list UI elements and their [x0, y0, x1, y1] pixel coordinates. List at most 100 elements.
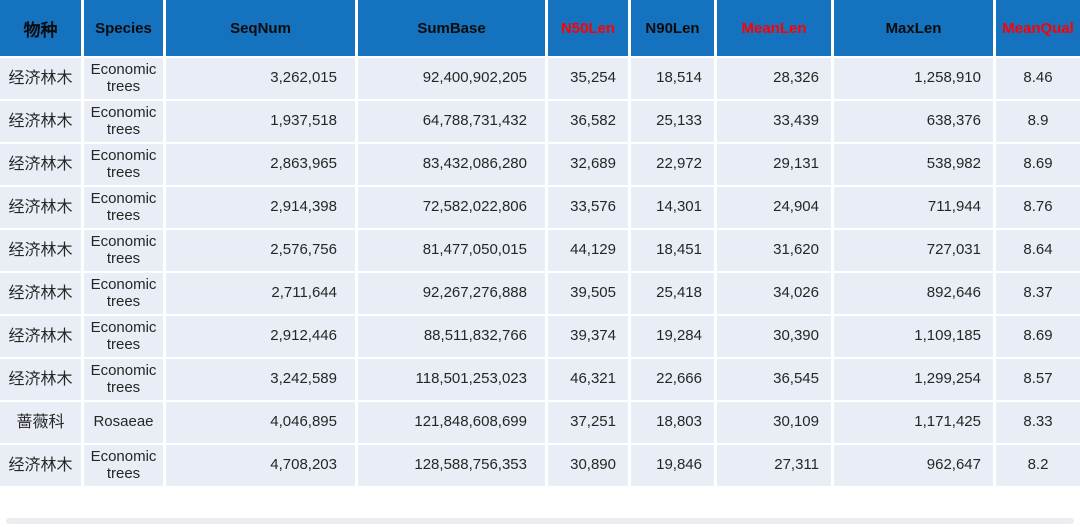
cell-meanlen: 30,390	[717, 316, 834, 359]
cell-species_cn: 经济林木	[0, 101, 84, 144]
cell-n50len: 33,576	[548, 187, 631, 230]
cell-species_en: Economic trees	[84, 101, 166, 144]
cell-species_cn: 经济林木	[0, 445, 84, 488]
cell-n90len: 22,666	[631, 359, 717, 402]
cell-species_cn: 经济林木	[0, 58, 84, 101]
table-row: 经济林木 Economic trees 2,711,644 92,267,276,88…	[0, 273, 1080, 316]
cell-maxlen: 892,646	[834, 273, 996, 316]
cell-sumbase: 92,267,276,888	[358, 273, 548, 316]
cell-n90len: 25,418	[631, 273, 717, 316]
cell-meanqual: 8.46	[996, 58, 1080, 101]
cell-meanqual: 8.69	[996, 316, 1080, 359]
table-row: 经济林木 Economic trees 4,708,203 128,588,756,3…	[0, 445, 1080, 488]
cell-meanlen: 33,439	[717, 101, 834, 144]
cell-n50len: 37,251	[548, 402, 631, 445]
cell-seqnum: 2,711,644	[166, 273, 358, 316]
cell-meanqual: 8.33	[996, 402, 1080, 445]
cell-species_cn: 经济林木	[0, 359, 84, 402]
cell-n50len: 30,890	[548, 445, 631, 488]
table-row: 经济林木 Economic trees 2,912,446 88,511,832,76…	[0, 316, 1080, 359]
sequencing-stats-table: 物种 Species SeqNum SumBase N50Len N90Len MeanLe…	[0, 0, 1080, 488]
table-row: 经济林木 Economic trees 2,576,756 81,477,050,01…	[0, 230, 1080, 273]
cell-species_en: Economic trees	[84, 230, 166, 273]
cell-seqnum: 4,046,895	[166, 402, 358, 445]
cell-meanlen: 31,620	[717, 230, 834, 273]
cell-species_en: Economic trees	[84, 58, 166, 101]
cell-maxlen: 727,031	[834, 230, 996, 273]
cell-meanlen: 29,131	[717, 144, 834, 187]
column-header-species_en: Species	[84, 0, 166, 58]
cell-maxlen: 638,376	[834, 101, 996, 144]
cell-meanqual: 8.57	[996, 359, 1080, 402]
cell-meanlen: 28,326	[717, 58, 834, 101]
cell-species_cn: 经济林木	[0, 316, 84, 359]
header-row: 物种 Species SeqNum SumBase N50Len N90Len MeanLe…	[0, 0, 1080, 58]
column-header-species_cn: 物种	[0, 0, 84, 58]
cell-seqnum: 2,863,965	[166, 144, 358, 187]
table-row: 经济林木 Economic trees 3,242,589 118,501,253,0…	[0, 359, 1080, 402]
cell-species_en: Economic trees	[84, 359, 166, 402]
cell-meanlen: 27,311	[717, 445, 834, 488]
column-header-n50len: N50Len	[548, 0, 631, 58]
cell-meanlen: 36,545	[717, 359, 834, 402]
cell-meanqual: 8.64	[996, 230, 1080, 273]
column-header-maxlen: MaxLen	[834, 0, 996, 58]
cell-sumbase: 121,848,608,699	[358, 402, 548, 445]
cell-n90len: 22,972	[631, 144, 717, 187]
column-header-n90len: N90Len	[631, 0, 717, 58]
cell-species_en: Economic trees	[84, 273, 166, 316]
cell-sumbase: 92,400,902,205	[358, 58, 548, 101]
cell-meanlen: 24,904	[717, 187, 834, 230]
cell-n50len: 44,129	[548, 230, 631, 273]
column-header-meanlen: MeanLen	[717, 0, 834, 58]
cell-species_en: Economic trees	[84, 445, 166, 488]
cell-seqnum: 3,262,015	[166, 58, 358, 101]
cell-species_en: Economic trees	[84, 187, 166, 230]
cell-sumbase: 118,501,253,023	[358, 359, 548, 402]
cell-sumbase: 128,588,756,353	[358, 445, 548, 488]
cell-n90len: 18,514	[631, 58, 717, 101]
column-header-sumbase: SumBase	[358, 0, 548, 58]
cell-seqnum: 3,242,589	[166, 359, 358, 402]
cell-seqnum: 2,576,756	[166, 230, 358, 273]
cell-n90len: 18,803	[631, 402, 717, 445]
cell-seqnum: 4,708,203	[166, 445, 358, 488]
cell-n50len: 46,321	[548, 359, 631, 402]
slide-bottom-shadow	[6, 518, 1074, 524]
cell-sumbase: 72,582,022,806	[358, 187, 548, 230]
cell-sumbase: 88,511,832,766	[358, 316, 548, 359]
table-row: 蔷薇科 Rosaeae 4,046,895 121,848,608,699 37,251…	[0, 402, 1080, 445]
cell-meanqual: 8.37	[996, 273, 1080, 316]
cell-meanqual: 8.76	[996, 187, 1080, 230]
cell-n50len: 36,582	[548, 101, 631, 144]
cell-species_cn: 经济林木	[0, 144, 84, 187]
column-header-meanqual: MeanQual	[996, 0, 1080, 58]
cell-n90len: 18,451	[631, 230, 717, 273]
cell-sumbase: 81,477,050,015	[358, 230, 548, 273]
cell-maxlen: 1,299,254	[834, 359, 996, 402]
cell-seqnum: 1,937,518	[166, 101, 358, 144]
table-body: 经济林木 Economic trees 3,262,015 92,400,902,20…	[0, 58, 1080, 488]
cell-species_cn: 经济林木	[0, 273, 84, 316]
cell-n50len: 32,689	[548, 144, 631, 187]
cell-sumbase: 83,432,086,280	[358, 144, 548, 187]
cell-n50len: 39,374	[548, 316, 631, 359]
cell-seqnum: 2,914,398	[166, 187, 358, 230]
cell-maxlen: 1,109,185	[834, 316, 996, 359]
cell-meanqual: 8.2	[996, 445, 1080, 488]
cell-species_cn: 蔷薇科	[0, 402, 84, 445]
table-row: 经济林木 Economic trees 2,863,965 83,432,086,28…	[0, 144, 1080, 187]
cell-species_cn: 经济林木	[0, 187, 84, 230]
cell-n90len: 19,846	[631, 445, 717, 488]
table-row: 经济林木 Economic trees 1,937,518 64,788,731,43…	[0, 101, 1080, 144]
cell-n90len: 19,284	[631, 316, 717, 359]
cell-maxlen: 962,647	[834, 445, 996, 488]
cell-sumbase: 64,788,731,432	[358, 101, 548, 144]
cell-meanlen: 34,026	[717, 273, 834, 316]
cell-seqnum: 2,912,446	[166, 316, 358, 359]
cell-n90len: 25,133	[631, 101, 717, 144]
cell-maxlen: 1,258,910	[834, 58, 996, 101]
column-header-seqnum: SeqNum	[166, 0, 358, 58]
cell-meanqual: 8.69	[996, 144, 1080, 187]
